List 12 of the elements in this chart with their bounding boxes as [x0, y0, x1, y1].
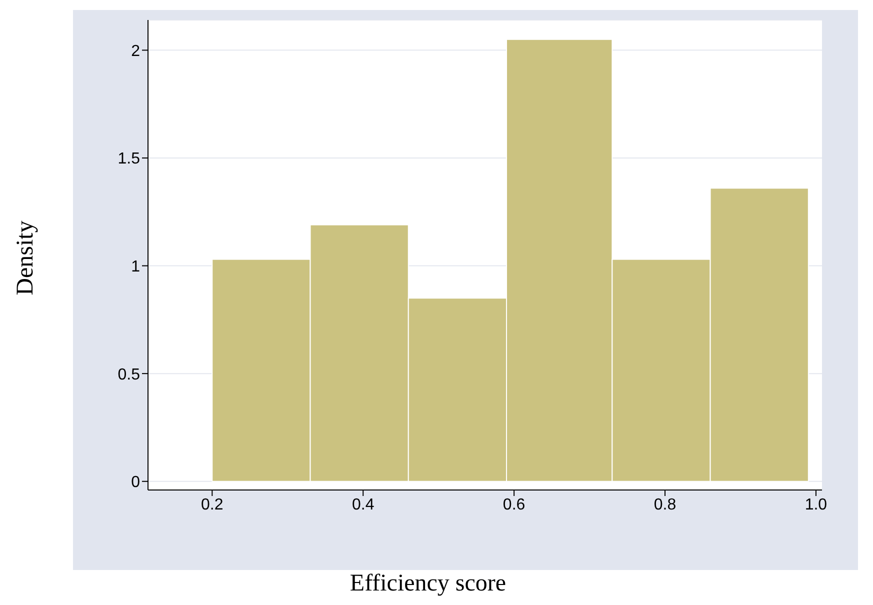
- x-tick-label: 0.8: [654, 496, 676, 514]
- x-axis-title: Efficiency score: [350, 570, 506, 598]
- y-tick-label: 1: [131, 258, 140, 276]
- x-tick-label: 0.6: [502, 496, 526, 514]
- y-tick-label: 0.5: [118, 366, 140, 384]
- x-tick-label: 0.4: [352, 496, 374, 514]
- x-tick-label: 0.2: [201, 496, 224, 514]
- y-axis-title: Density: [12, 220, 40, 296]
- y-tick-label: 0: [131, 474, 140, 492]
- y-tick-label: 1.5: [118, 150, 140, 168]
- y-tick-label: 2: [131, 42, 140, 60]
- x-tick-label: 1.0: [804, 496, 828, 514]
